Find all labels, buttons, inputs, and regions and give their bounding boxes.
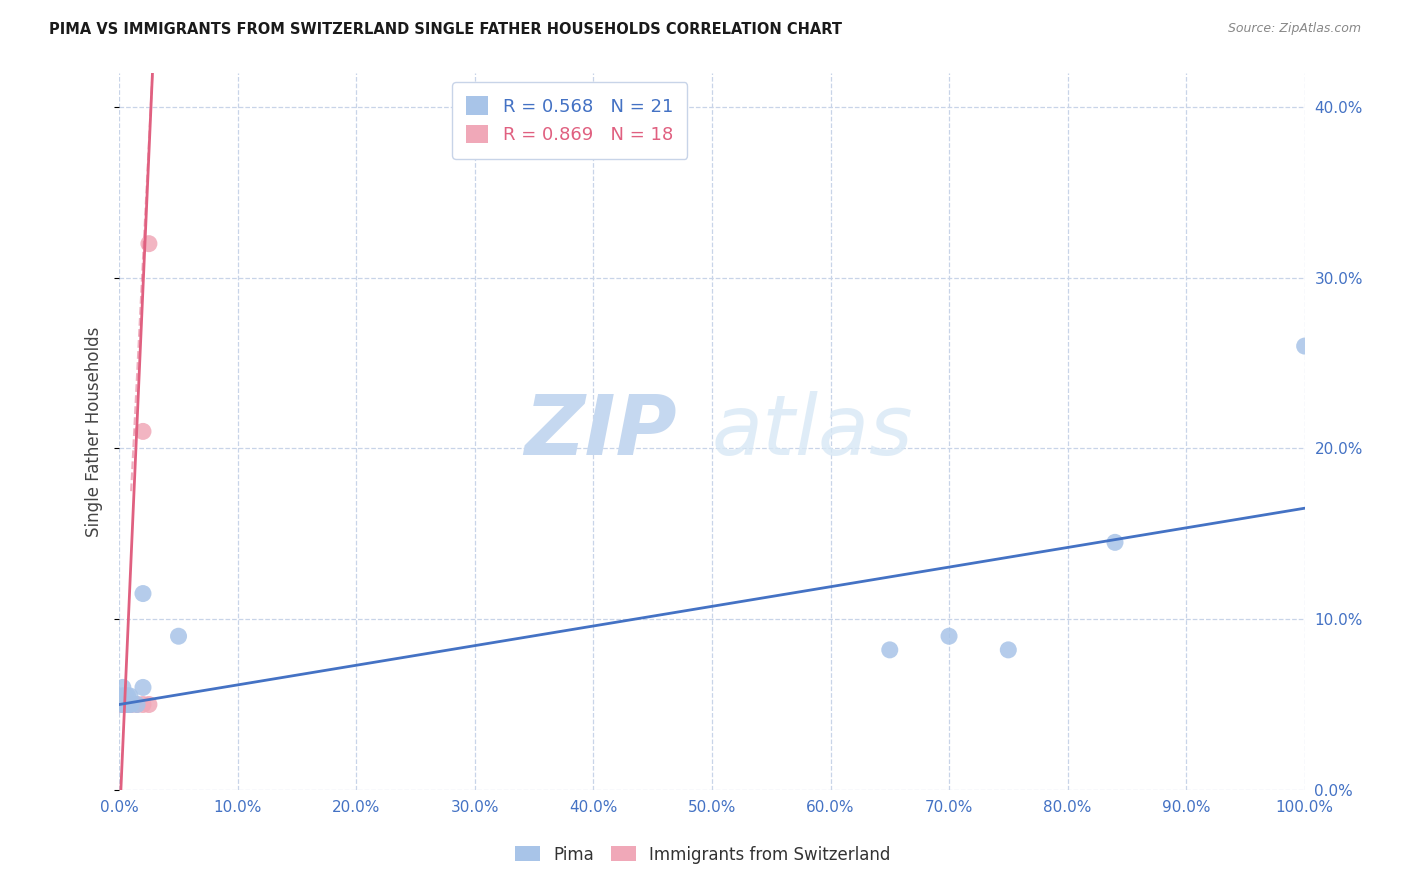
Text: PIMA VS IMMIGRANTS FROM SWITZERLAND SINGLE FATHER HOUSEHOLDS CORRELATION CHART: PIMA VS IMMIGRANTS FROM SWITZERLAND SING… <box>49 22 842 37</box>
Point <box>132 586 155 600</box>
Point <box>112 698 135 712</box>
Y-axis label: Single Father Households: Single Father Households <box>86 326 103 537</box>
Text: ZIP: ZIP <box>524 391 676 472</box>
Point <box>114 689 136 703</box>
Point <box>111 681 134 695</box>
Point <box>111 689 134 703</box>
Point <box>111 698 134 712</box>
Point <box>114 698 136 712</box>
Point <box>120 698 142 712</box>
Point <box>112 689 135 703</box>
Point <box>1294 339 1316 353</box>
Text: Source: ZipAtlas.com: Source: ZipAtlas.com <box>1227 22 1361 36</box>
Point <box>125 698 148 712</box>
Point <box>111 698 134 712</box>
Point <box>138 236 160 251</box>
Point <box>114 698 136 712</box>
Legend: Pima, Immigrants from Switzerland: Pima, Immigrants from Switzerland <box>509 839 897 871</box>
Point <box>117 698 139 712</box>
Point <box>118 689 141 703</box>
Point <box>111 698 134 712</box>
Point <box>115 698 138 712</box>
Legend: R = 0.568   N = 21, R = 0.869   N = 18: R = 0.568 N = 21, R = 0.869 N = 18 <box>453 82 688 159</box>
Point <box>132 425 155 439</box>
Point <box>1104 535 1126 549</box>
Point <box>112 698 135 712</box>
Point <box>114 698 136 712</box>
Point <box>997 643 1019 657</box>
Point <box>879 643 901 657</box>
Point <box>138 698 160 712</box>
Point <box>132 681 155 695</box>
Point <box>112 698 135 712</box>
Point <box>111 698 134 712</box>
Point <box>132 698 155 712</box>
Point <box>167 629 190 643</box>
Point <box>111 698 134 712</box>
Point <box>938 629 960 643</box>
Point <box>118 698 141 712</box>
Text: atlas: atlas <box>711 391 914 472</box>
Point <box>118 698 141 712</box>
Point <box>117 689 139 703</box>
Point <box>118 698 141 712</box>
Point <box>125 698 148 712</box>
Point <box>115 698 138 712</box>
Point <box>120 698 142 712</box>
